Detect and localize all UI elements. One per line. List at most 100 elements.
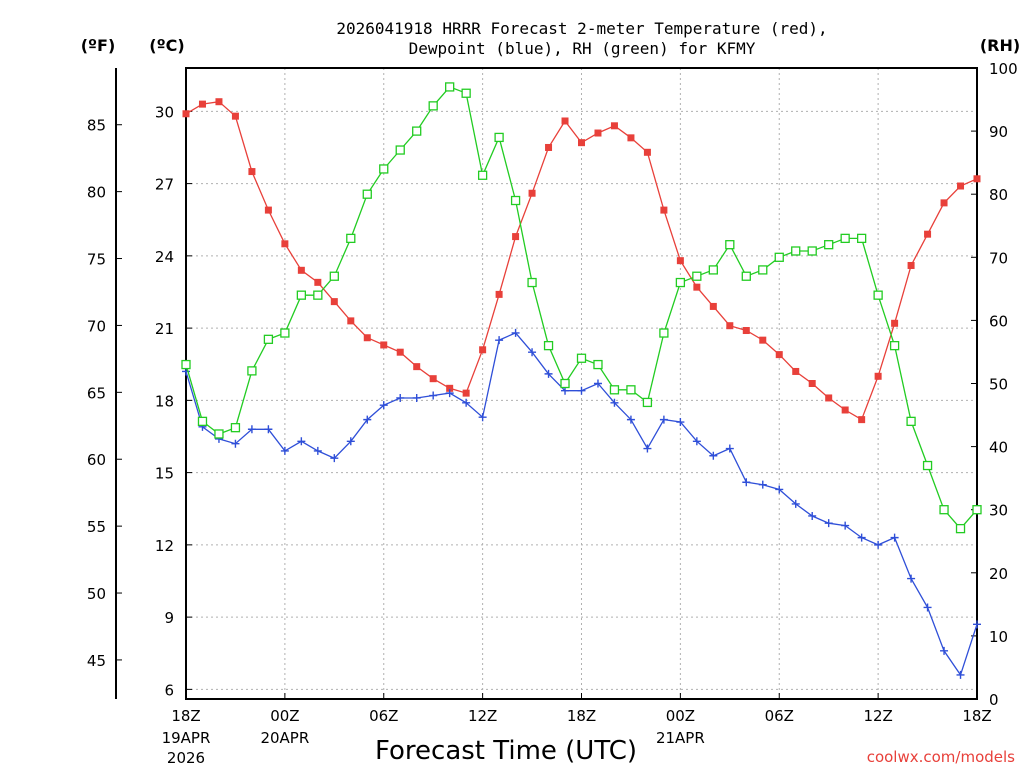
rh-point [725,240,735,250]
x-tick-date-label: 20APR [260,729,309,747]
temp-point [248,168,256,176]
dew-point [330,454,339,463]
rh-point [477,170,488,180]
rh-point [395,145,405,155]
temp-point [429,375,437,383]
rh-tick-label: 10 [989,628,1008,646]
rh-point [609,385,620,395]
dew-point [495,336,504,345]
temp-point [808,380,816,387]
rh-point [445,82,455,92]
temp-point [775,351,783,359]
rh-point [428,101,438,111]
rh-point [840,233,850,244]
temp-point [479,346,487,354]
dew-series [182,328,981,679]
temp-point [215,98,223,106]
rh-point [510,195,521,206]
x-tick-date-label: 19APR [162,729,211,747]
rh-point [280,328,290,338]
celsius-tick-label: 21 [155,320,174,338]
fahrenheit-tick-label: 75 [87,251,106,269]
temp-point [495,290,503,298]
rh-point [197,416,208,427]
x-tick-label: 00Z [270,707,299,725]
fahrenheit-tick-label: 50 [87,585,106,603]
temp-point [413,363,421,371]
temp-point [627,134,635,142]
dew-point [231,439,240,448]
x-tick-label: 12Z [468,707,497,725]
x-tick-label: 06Z [765,707,794,725]
temp-point [396,348,404,356]
dew-point [725,444,734,453]
rh-tick-label: 80 [989,186,1008,204]
dew-point [478,413,487,422]
rh-point [247,366,257,376]
rh-point [741,271,751,281]
temp-point [231,112,239,120]
rh-point [856,233,867,244]
temp-point [561,117,569,125]
temp-point [907,261,915,269]
rh-point [362,189,372,199]
rh-point [313,290,323,300]
temp-point [578,139,585,147]
celsius-axis-unit: (ºC) [149,36,184,55]
credit-text: coolwx.com/models [867,748,1015,766]
rh-point [626,385,636,395]
rh-axis-unit: (RH) [980,36,1020,55]
rh-tick-label: 100 [989,60,1018,78]
dew-point [791,499,800,508]
rh-point [329,271,339,281]
temp-point [825,394,833,402]
rh-point [576,353,587,363]
dew-point [412,393,421,402]
rh-point [560,378,570,389]
rh-point [922,460,933,471]
rh-tick-label: 60 [989,312,1008,330]
rh-tick-label: 50 [989,376,1008,394]
temp-point [676,257,684,265]
x-axis-label: Forecast Time (UTC) [375,736,637,766]
rh-point [889,340,900,351]
rh-point [939,505,949,515]
dew-point [857,533,866,542]
dew-point [429,391,438,400]
grid-lines [186,68,977,699]
temp-point [891,319,899,327]
dew-point [445,389,454,398]
x-tick-label: 18Z [171,707,200,725]
temp-point [709,302,717,310]
rh-point [675,277,686,288]
temp-point [462,389,470,397]
temp-point [528,189,536,197]
dew-point [528,348,537,357]
dew-point [511,328,520,337]
rh-point [181,359,191,370]
temp-point [512,233,520,241]
temp-point [742,327,750,335]
celsius-tick-label: 15 [155,465,174,483]
rh-series [181,82,982,534]
temp-point [297,266,305,274]
temp-point [610,122,618,130]
x-tick-label: 00Z [666,707,695,725]
fahrenheit-tick-label: 55 [87,518,106,536]
dew-point [956,670,965,679]
rh-point [758,265,768,275]
rh-point [379,164,389,174]
dew-point [758,480,767,489]
temp-point [643,148,651,156]
rh-point [296,290,307,300]
temp-series [182,98,981,424]
dew-point [824,519,833,528]
rh-point [708,265,718,275]
celsius-tick-label: 12 [155,537,174,555]
fahrenheit-tick-label: 65 [87,384,106,402]
dew-point [775,485,784,494]
temp-point [330,298,338,306]
dew-point [280,446,289,455]
dew-point [346,437,355,446]
temp-point [264,206,272,214]
